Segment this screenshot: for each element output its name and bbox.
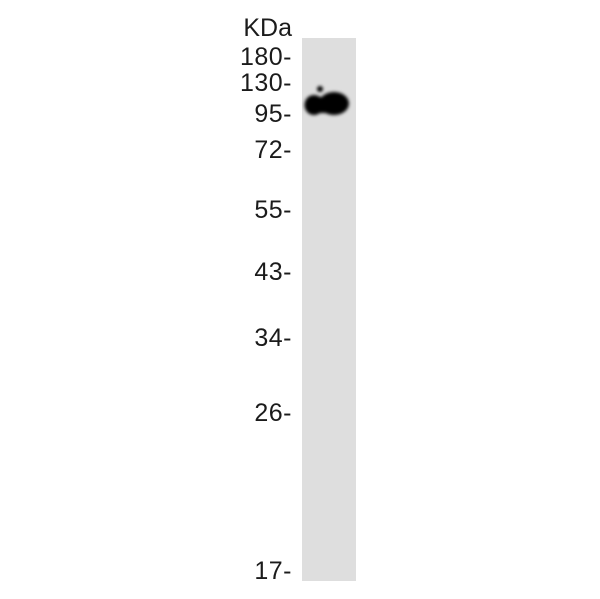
gel-lane <box>302 38 356 581</box>
marker-label-180: 180- <box>239 42 292 71</box>
band-speckle <box>317 86 323 92</box>
marker-label-95: 95- <box>254 99 292 128</box>
band-bridge <box>312 97 338 113</box>
marker-label-55: 55- <box>254 195 292 224</box>
marker-label-130: 130- <box>239 68 292 97</box>
protein-band <box>304 86 349 115</box>
marker-label-43: 43- <box>254 257 292 286</box>
marker-label-26: 26- <box>254 398 292 427</box>
marker-label-34: 34- <box>254 323 292 352</box>
unit-label-kda: KDa <box>243 13 292 42</box>
marker-label-17: 17- <box>254 556 292 585</box>
marker-label-72: 72- <box>254 135 292 164</box>
